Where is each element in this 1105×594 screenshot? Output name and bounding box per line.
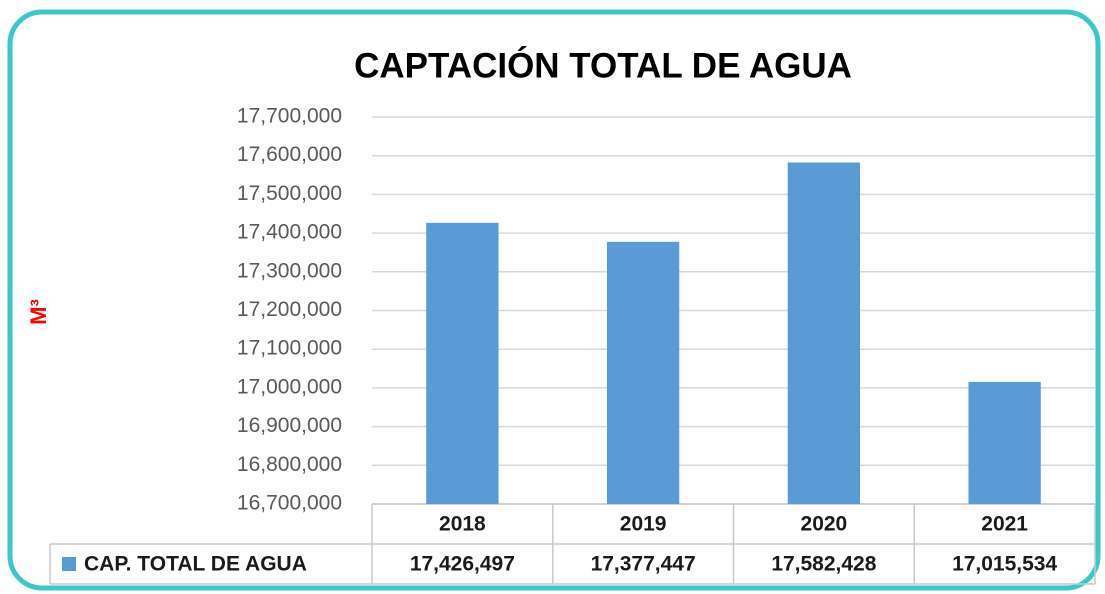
bar [968, 381, 1041, 504]
y-tick-label: 16,900,000 [237, 414, 342, 437]
x-tick-label: 2020 [801, 513, 848, 536]
frame [7, 9, 1101, 591]
data-label: 17,015,534 [952, 553, 1057, 576]
y-tick-label: 17,100,000 [237, 337, 342, 360]
y-tick-label: 17,700,000 [237, 105, 342, 128]
y-tick-label: 17,200,000 [237, 298, 342, 321]
data-label: 17,582,428 [771, 553, 876, 576]
y-tick-label: 17,400,000 [237, 221, 342, 244]
x-tick-label: 2018 [439, 513, 486, 536]
y-tick-label: 16,700,000 [237, 492, 342, 515]
y-tick-label: 17,000,000 [237, 375, 342, 398]
chart-title: CAPTACIÓN TOTAL DE AGUA [354, 45, 852, 85]
y-tick-label: 16,800,000 [237, 453, 342, 476]
data-label: 17,377,447 [591, 553, 696, 576]
y-tick-label: 17,500,000 [237, 182, 342, 205]
bar [787, 162, 861, 504]
legend-swatch [62, 557, 76, 571]
y-tick-label: 17,600,000 [237, 143, 342, 166]
x-tick-label: 2021 [981, 513, 1028, 536]
y-tick-label: 17,300,000 [237, 259, 342, 282]
bar [606, 241, 680, 505]
y-axis-label: M³ [26, 299, 51, 325]
data-label: 17,426,497 [410, 553, 515, 576]
x-tick-label: 2019 [620, 513, 667, 536]
legend-label: CAP. TOTAL DE AGUA [84, 553, 307, 576]
bar [426, 222, 499, 505]
